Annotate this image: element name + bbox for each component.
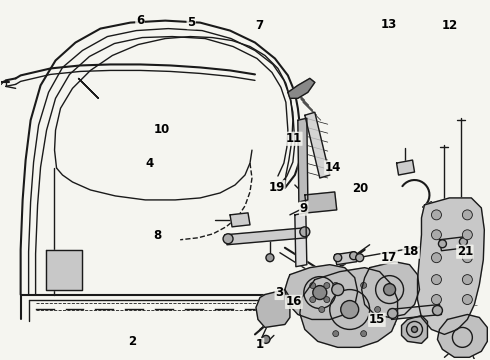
Polygon shape <box>335 252 357 265</box>
Text: 6: 6 <box>136 14 144 27</box>
Circle shape <box>319 306 325 312</box>
Circle shape <box>460 238 467 246</box>
Polygon shape <box>300 268 397 347</box>
Circle shape <box>356 254 364 262</box>
Circle shape <box>341 301 359 319</box>
Circle shape <box>375 306 381 312</box>
Circle shape <box>463 230 472 240</box>
Circle shape <box>439 240 446 248</box>
Polygon shape <box>298 118 308 202</box>
Circle shape <box>223 234 233 244</box>
Text: 19: 19 <box>269 181 285 194</box>
Text: 1: 1 <box>256 338 264 351</box>
Circle shape <box>432 253 441 263</box>
Polygon shape <box>396 160 415 175</box>
Text: 8: 8 <box>153 229 161 242</box>
Circle shape <box>463 275 472 285</box>
Polygon shape <box>305 192 337 213</box>
Polygon shape <box>417 198 484 334</box>
Polygon shape <box>78 78 98 98</box>
Circle shape <box>412 327 417 332</box>
Polygon shape <box>256 289 290 328</box>
Text: 5: 5 <box>187 16 196 29</box>
Polygon shape <box>225 228 307 245</box>
Circle shape <box>432 230 441 240</box>
Polygon shape <box>46 250 82 289</box>
Text: 13: 13 <box>381 18 397 31</box>
Text: 16: 16 <box>286 296 302 309</box>
Circle shape <box>324 297 330 303</box>
Circle shape <box>432 294 441 305</box>
Circle shape <box>463 253 472 263</box>
Circle shape <box>324 283 330 288</box>
Circle shape <box>388 309 397 319</box>
Text: 9: 9 <box>299 202 308 215</box>
Text: 17: 17 <box>381 251 397 264</box>
Circle shape <box>432 210 441 220</box>
Polygon shape <box>438 315 488 357</box>
Text: 15: 15 <box>369 313 385 327</box>
Circle shape <box>384 284 395 296</box>
Text: 21: 21 <box>457 245 473 258</box>
Text: 20: 20 <box>352 183 368 195</box>
Polygon shape <box>362 262 419 318</box>
Text: 18: 18 <box>403 245 419 258</box>
Circle shape <box>333 282 339 288</box>
Text: 12: 12 <box>442 19 458 32</box>
Circle shape <box>463 210 472 220</box>
Circle shape <box>262 336 270 343</box>
Polygon shape <box>440 237 466 251</box>
Text: 4: 4 <box>146 157 154 170</box>
Circle shape <box>361 331 367 337</box>
Text: 3: 3 <box>275 287 283 300</box>
Polygon shape <box>288 78 315 98</box>
Polygon shape <box>295 213 307 267</box>
Polygon shape <box>305 112 330 178</box>
Circle shape <box>332 284 343 296</box>
Polygon shape <box>401 315 427 343</box>
Polygon shape <box>390 305 441 319</box>
Polygon shape <box>230 213 250 227</box>
Circle shape <box>433 306 442 315</box>
Text: 10: 10 <box>154 123 170 136</box>
Circle shape <box>310 297 316 303</box>
Circle shape <box>432 275 441 285</box>
Circle shape <box>310 283 316 288</box>
Circle shape <box>300 227 310 237</box>
Circle shape <box>313 285 327 300</box>
Text: 14: 14 <box>325 161 341 174</box>
Polygon shape <box>285 265 358 319</box>
Circle shape <box>266 254 274 262</box>
Circle shape <box>333 331 339 337</box>
Circle shape <box>350 252 358 260</box>
Circle shape <box>361 282 367 288</box>
Text: 2: 2 <box>128 335 137 348</box>
Circle shape <box>463 294 472 305</box>
Text: 11: 11 <box>286 132 302 145</box>
Text: 7: 7 <box>256 19 264 32</box>
Circle shape <box>334 254 342 262</box>
